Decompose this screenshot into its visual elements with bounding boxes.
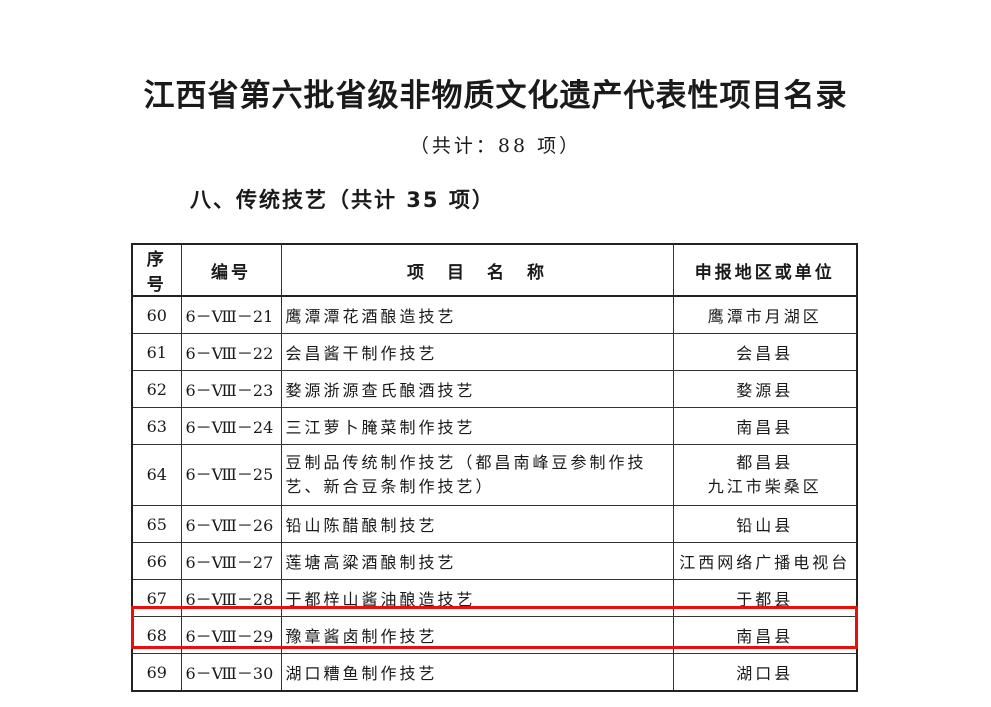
no-text: 60 xyxy=(146,305,167,325)
cell-no: 60 xyxy=(131,295,182,334)
area-text: 婺源县 xyxy=(736,381,794,400)
cell-name: 湖口糟鱼制作技艺 xyxy=(280,653,674,692)
code-text: 6－Ⅷ－25 xyxy=(185,465,274,484)
no-text: 69 xyxy=(146,662,167,682)
heritage-table: 序号 编号 项 目 名 称 申报地区或单位 60 6－Ⅷ－21 鹰潭潭花酒酿造技艺 鹰… xyxy=(131,243,858,692)
name-text: 湖口糟鱼制作技艺 xyxy=(285,664,438,683)
cell-area: 江西网络广播电视台 xyxy=(672,542,858,580)
cell-code: 6－Ⅷ－21 xyxy=(180,295,282,334)
header-area: 申报地区或单位 xyxy=(672,243,858,297)
name-text: 会昌酱干制作技艺 xyxy=(285,344,438,363)
no-text: 67 xyxy=(146,588,167,608)
code-text: 6－Ⅷ－24 xyxy=(185,418,274,437)
cell-area: 会昌县 xyxy=(672,333,858,371)
cell-name: 婺源浙源查氏酿酒技艺 xyxy=(280,370,674,408)
area-text: 江西网络广播电视台 xyxy=(679,553,851,572)
cell-code: 6－Ⅷ－26 xyxy=(180,505,282,543)
cell-code: 6－Ⅷ－24 xyxy=(180,407,282,445)
cell-no: 63 xyxy=(131,407,182,445)
table-row: 62 6－Ⅷ－23 婺源浙源查氏酿酒技艺 婺源县 xyxy=(131,370,858,408)
cell-no: 62 xyxy=(131,370,182,408)
table-row: 61 6－Ⅷ－22 会昌酱干制作技艺 会昌县 xyxy=(131,333,858,371)
cell-no: 66 xyxy=(131,542,182,580)
cell-area: 铅山县 xyxy=(672,505,858,543)
cell-area: 鹰潭市月湖区 xyxy=(672,295,858,334)
cell-code: 6－Ⅷ－22 xyxy=(180,333,282,371)
header-name: 项 目 名 称 xyxy=(280,243,674,297)
no-text: 65 xyxy=(146,514,167,534)
code-text: 6－Ⅷ－23 xyxy=(185,381,274,400)
no-text: 68 xyxy=(146,625,167,645)
section-heading: 八、传统技艺（共计 35 项） xyxy=(190,188,495,212)
table-row: 60 6－Ⅷ－21 鹰潭潭花酒酿造技艺 鹰潭市月湖区 xyxy=(131,295,858,334)
table-row: 65 6－Ⅷ－26 铅山陈醋酿制技艺 铅山县 xyxy=(131,505,858,543)
table-row: 64 6－Ⅷ－25 豆制品传统制作技艺（都昌南峰豆参制作技艺、新合豆条制作技艺） 都昌… xyxy=(131,444,858,506)
name-text: 铅山陈醋酿制技艺 xyxy=(285,516,438,535)
name-text: 三江萝卜腌菜制作技艺 xyxy=(285,418,476,437)
table-row: 66 6－Ⅷ－27 莲塘高粱酒酿制技艺 江西网络广播电视台 xyxy=(131,542,858,580)
cell-name: 于都梓山酱油酿造技艺 xyxy=(280,579,674,617)
document-title: 江西省第六批省级非物质文化遗产代表性项目名录 xyxy=(143,78,848,114)
area-text: 湖口县 xyxy=(736,664,794,683)
cell-name: 莲塘高粱酒酿制技艺 xyxy=(280,542,674,580)
highlight-box xyxy=(131,606,858,649)
cell-name: 三江萝卜腌菜制作技艺 xyxy=(280,407,674,445)
area-text: 南昌县 xyxy=(736,418,794,437)
cell-name: 豆制品传统制作技艺（都昌南峰豆参制作技艺、新合豆条制作技艺） xyxy=(280,444,674,506)
cell-no: 64 xyxy=(131,444,182,506)
cell-code: 6－Ⅷ－25 xyxy=(180,444,282,506)
document-subtitle: （共计：88 项） xyxy=(409,135,582,157)
area-text: 铅山县 xyxy=(736,516,794,535)
no-text: 66 xyxy=(146,551,167,571)
name-text: 豫章酱卤制作技艺 xyxy=(285,627,438,646)
cell-code: 6－Ⅷ－23 xyxy=(180,370,282,408)
header-code: 编号 xyxy=(180,243,282,297)
cell-name: 会昌酱干制作技艺 xyxy=(280,333,674,371)
area-text: 鹰潭市月湖区 xyxy=(707,307,822,326)
name-text: 豆制品传统制作技艺（都昌南峰豆参制作技艺、新合豆条制作技艺） xyxy=(285,453,647,496)
code-text: 6－Ⅷ－21 xyxy=(185,307,274,326)
cell-name: 铅山陈醋酿制技艺 xyxy=(280,505,674,543)
no-text: 61 xyxy=(146,342,167,362)
area-text: 于都县 xyxy=(736,590,794,609)
cell-code: 6－Ⅷ－30 xyxy=(180,653,282,692)
no-text: 63 xyxy=(146,416,167,436)
code-text: 6－Ⅷ－27 xyxy=(185,553,274,572)
name-text: 于都梓山酱油酿造技艺 xyxy=(285,590,476,609)
header-no: 序号 xyxy=(131,243,182,297)
area2-text: 九江市柴桑区 xyxy=(707,477,822,496)
cell-no: 61 xyxy=(131,333,182,371)
name-text: 鹰潭潭花酒酿造技艺 xyxy=(285,307,457,326)
area-text: 会昌县 xyxy=(736,344,794,363)
cell-no: 65 xyxy=(131,505,182,543)
cell-area: 南昌县 xyxy=(672,407,858,445)
table-row: 67 6－Ⅷ－28 于都梓山酱油酿造技艺 于都县 xyxy=(131,579,858,617)
no-text: 64 xyxy=(146,465,167,484)
code-text: 6－Ⅷ－29 xyxy=(185,627,274,646)
cell-code: 6－Ⅷ－27 xyxy=(180,542,282,580)
table-row: 63 6－Ⅷ－24 三江萝卜腌菜制作技艺 南昌县 xyxy=(131,407,858,445)
table-header-row: 序号 编号 项 目 名 称 申报地区或单位 xyxy=(131,243,858,297)
code-text: 6－Ⅷ－22 xyxy=(185,344,274,363)
area-text: 南昌县 xyxy=(736,627,794,646)
code-text: 6－Ⅷ－28 xyxy=(185,590,274,609)
area-text: 都昌县 xyxy=(736,453,794,472)
cell-no: 69 xyxy=(131,653,182,692)
name-text: 婺源浙源查氏酿酒技艺 xyxy=(285,381,476,400)
cell-area: 都昌县 九江市柴桑区 xyxy=(672,444,858,506)
table-row: 69 6－Ⅷ－30 湖口糟鱼制作技艺 湖口县 xyxy=(131,653,858,692)
cell-area: 湖口县 xyxy=(672,653,858,692)
no-text: 62 xyxy=(146,379,167,399)
cell-area: 于都县 xyxy=(672,579,858,617)
cell-name: 鹰潭潭花酒酿造技艺 xyxy=(280,295,674,334)
code-text: 6－Ⅷ－26 xyxy=(185,516,274,535)
name-text: 莲塘高粱酒酿制技艺 xyxy=(285,553,457,572)
cell-area: 婺源县 xyxy=(672,370,858,408)
code-text: 6－Ⅷ－30 xyxy=(185,664,274,683)
